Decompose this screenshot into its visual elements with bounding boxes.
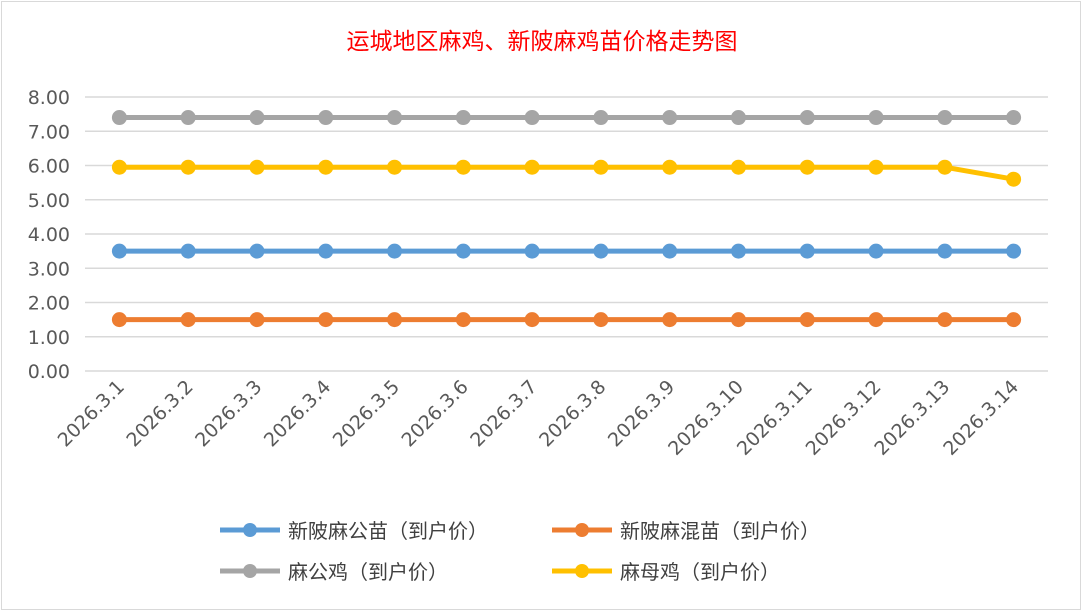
data-point xyxy=(937,243,953,259)
legend-item-2: 麻公鸡（到户价） xyxy=(218,556,448,585)
y-tick-label: 7.00 xyxy=(28,121,70,143)
data-point xyxy=(180,243,196,259)
y-tick-label: 1.00 xyxy=(28,327,70,349)
data-point xyxy=(318,110,334,126)
data-point xyxy=(455,110,471,126)
data-point xyxy=(249,312,265,328)
data-point xyxy=(524,110,540,126)
data-point xyxy=(318,243,334,259)
x-tick-label: 2026.3.7 xyxy=(466,376,541,451)
legend-marker-icon xyxy=(552,522,612,537)
data-point xyxy=(1006,243,1022,259)
data-point xyxy=(524,312,540,328)
y-tick-label: 0.00 xyxy=(28,361,70,383)
data-point xyxy=(387,110,403,126)
data-point xyxy=(730,312,746,328)
data-point xyxy=(730,243,746,259)
series-line xyxy=(119,164,1015,182)
data-point xyxy=(937,159,953,175)
x-tick-label: 2026.3.4 xyxy=(260,376,335,451)
data-point xyxy=(111,159,127,175)
legend-label: 新陂麻公苗（到户价） xyxy=(288,519,488,543)
data-point xyxy=(524,243,540,259)
data-point xyxy=(1006,312,1022,328)
y-tick-label: 4.00 xyxy=(28,224,70,246)
data-point xyxy=(249,110,265,126)
data-point xyxy=(662,159,678,175)
data-point xyxy=(593,243,609,259)
x-tick-label: 2026.3.3 xyxy=(191,376,266,451)
data-point xyxy=(249,159,265,175)
data-point xyxy=(455,243,471,259)
legend-item-1: 新陂麻混苗（到户价） xyxy=(550,515,820,544)
data-point xyxy=(730,110,746,126)
legend-marker-icon xyxy=(552,563,612,578)
data-point xyxy=(249,243,265,259)
data-point xyxy=(799,110,815,126)
data-point xyxy=(662,243,678,259)
legend-label: 麻母鸡（到户价） xyxy=(620,560,780,584)
data-point xyxy=(662,110,678,126)
data-point xyxy=(593,110,609,126)
x-tick-label: 2026.3.6 xyxy=(397,376,472,451)
data-point xyxy=(593,312,609,328)
data-point xyxy=(868,110,884,126)
data-point xyxy=(937,110,953,126)
data-point xyxy=(593,159,609,175)
data-point xyxy=(111,312,127,328)
data-point xyxy=(318,312,334,328)
y-tick-label: 3.00 xyxy=(28,258,70,280)
data-point xyxy=(799,312,815,328)
data-point xyxy=(387,312,403,328)
legend-marker-icon xyxy=(220,522,280,537)
legend-item-0: 新陂麻公苗（到户价） xyxy=(218,515,488,544)
y-tick-label: 2.00 xyxy=(28,293,70,315)
data-point xyxy=(111,110,127,126)
data-point xyxy=(937,312,953,328)
data-point xyxy=(868,243,884,259)
data-point xyxy=(455,159,471,175)
y-tick-label: 8.00 xyxy=(28,87,70,109)
data-point xyxy=(799,159,815,175)
data-point xyxy=(111,243,127,259)
data-point xyxy=(662,312,678,328)
data-point xyxy=(868,312,884,328)
x-tick-label: 2026.3.5 xyxy=(329,376,404,451)
data-point xyxy=(1006,110,1022,126)
x-tick-label: 2026.3.2 xyxy=(122,376,197,451)
data-point xyxy=(524,159,540,175)
legend-item-3: 麻母鸡（到户价） xyxy=(550,556,780,585)
data-point xyxy=(799,243,815,259)
y-tick-label: 5.00 xyxy=(28,190,70,212)
legend-label: 麻公鸡（到户价） xyxy=(288,560,448,584)
data-point xyxy=(455,312,471,328)
legend-marker-icon xyxy=(220,563,280,578)
x-tick-label: 2026.3.1 xyxy=(54,376,129,451)
data-point xyxy=(180,312,196,328)
x-tick-label: 2026.3.8 xyxy=(535,376,610,451)
data-point xyxy=(180,159,196,175)
data-point xyxy=(387,159,403,175)
x-tick-label: 2026.3.14 xyxy=(939,376,1023,460)
chart-title: 运城地区麻鸡、新陂麻鸡苗价格走势图 xyxy=(346,29,738,55)
data-point xyxy=(387,243,403,259)
data-point xyxy=(730,159,746,175)
y-tick-label: 6.00 xyxy=(28,156,70,178)
data-point xyxy=(318,159,334,175)
legend-label: 新陂麻混苗（到户价） xyxy=(620,519,820,543)
data-point xyxy=(1006,171,1022,187)
data-point xyxy=(180,110,196,126)
data-point xyxy=(868,159,884,175)
